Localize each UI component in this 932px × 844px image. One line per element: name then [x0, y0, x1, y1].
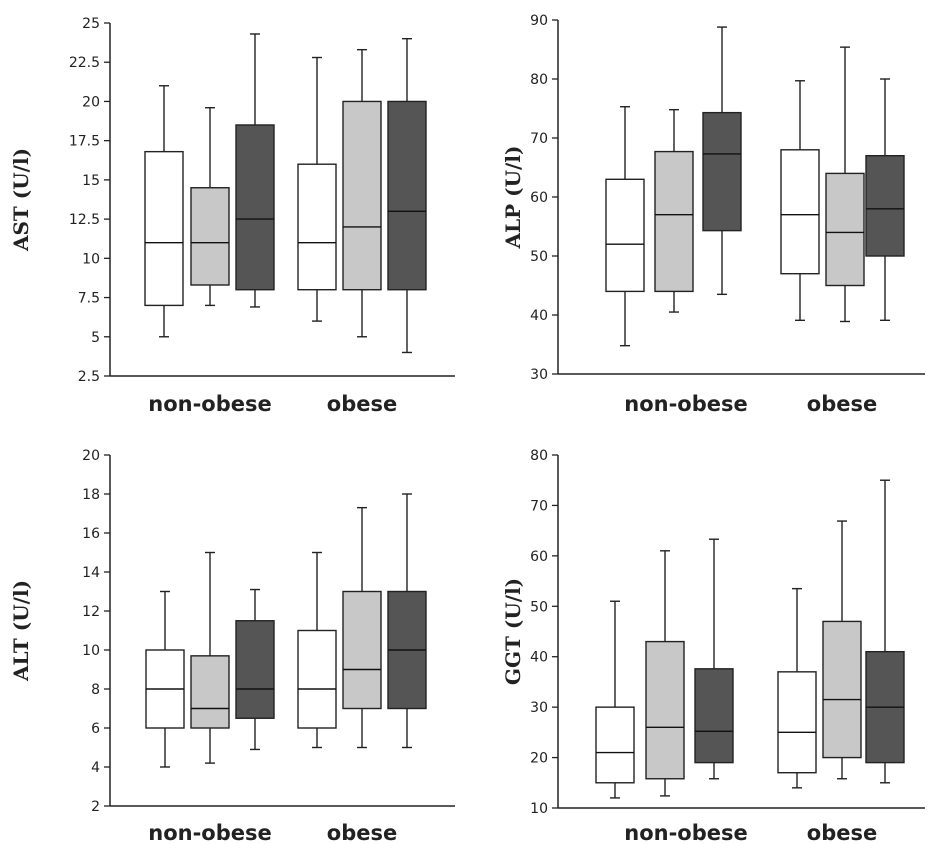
chart-panel-2: 30 40 50 60 70 80 90 ALP (U/l) non-obese obese — [501, 13, 925, 416]
box-iqr — [144, 150, 184, 307]
category-label-non-obese: non-obese — [624, 392, 748, 416]
chart-panel-3: 2 4 6 8 10 12 14 16 18 20 ALT (U/l) non-obese obese — [9, 448, 455, 844]
y-tick-label: 60 — [530, 190, 548, 206]
y-tick-label: 70 — [530, 498, 548, 514]
box-obese-2 — [342, 48, 382, 338]
y-tick-label: 5 — [91, 330, 100, 346]
y-tick-label: 2.5 — [78, 369, 100, 385]
box-obese-1 — [297, 56, 337, 322]
box-iqr — [605, 178, 645, 293]
y-tick-label: 8 — [91, 682, 100, 698]
box-obese-3 — [865, 78, 905, 322]
y-tick-label: 80 — [530, 72, 548, 88]
box-non-obese-2 — [645, 550, 685, 797]
box-obese-3 — [387, 37, 427, 354]
y-tick-label: 10 — [82, 643, 100, 659]
box-iqr — [297, 629, 337, 729]
box-iqr — [694, 668, 734, 764]
y-tick-label: 60 — [530, 549, 548, 565]
y-tick-label: 25 — [82, 16, 100, 32]
box-iqr — [190, 655, 230, 729]
box-iqr — [702, 111, 742, 232]
box-iqr — [387, 100, 427, 291]
box-obese-1 — [777, 587, 817, 789]
y-tick-label: 50 — [530, 249, 548, 265]
y-tick-label: 12.5 — [69, 212, 100, 228]
chart-panel-4: 10 20 30 40 50 60 70 80 GGT (U/l) non-obese obese — [501, 448, 925, 844]
box-iqr — [822, 620, 862, 759]
category-label-non-obese: non-obese — [148, 392, 272, 416]
box-non-obese-2 — [190, 107, 230, 307]
box-non-obese-3 — [235, 33, 275, 308]
y-tick-label: 2 — [91, 799, 100, 815]
y-tick-label: 6 — [91, 721, 100, 737]
box-iqr — [235, 124, 275, 291]
box-iqr — [645, 640, 685, 780]
y-tick-label: 18 — [82, 487, 100, 503]
box-non-obese-2 — [654, 108, 694, 313]
y-tick-label: 10 — [82, 251, 100, 267]
box-iqr — [595, 706, 635, 784]
y-axis-label: ALP (U/l) — [501, 146, 525, 250]
y-tick-label: 80 — [530, 448, 548, 464]
y-tick-label: 40 — [530, 650, 548, 666]
box-non-obese-3 — [235, 588, 275, 751]
box-non-obese-3 — [702, 26, 742, 296]
box-iqr — [780, 149, 820, 275]
y-tick-label: 30 — [530, 700, 548, 716]
box-non-obese-1 — [595, 600, 635, 799]
box-non-obese-1 — [144, 85, 184, 338]
box-obese-1 — [297, 551, 337, 749]
y-tick-label: 12 — [82, 604, 100, 620]
box-iqr — [342, 100, 382, 291]
y-tick-label: 4 — [91, 760, 100, 776]
category-label-non-obese: non-obese — [148, 821, 272, 844]
category-label-obese: obese — [327, 392, 397, 416]
box-non-obese-1 — [605, 106, 645, 347]
y-tick-label: 16 — [82, 526, 100, 542]
box-iqr — [342, 590, 382, 710]
y-tick-label: 15 — [82, 173, 100, 189]
box-iqr — [297, 163, 337, 291]
y-tick-label: 40 — [530, 308, 548, 324]
y-tick-label: 50 — [530, 599, 548, 615]
category-label-obese: obese — [327, 821, 397, 844]
box-iqr — [235, 620, 275, 719]
box-iqr — [777, 671, 817, 774]
y-tick-label: 14 — [82, 565, 100, 581]
y-tick-label: 10 — [530, 801, 548, 817]
box-obese-3 — [387, 493, 427, 749]
y-tick-label: 17.5 — [69, 134, 100, 150]
category-label-obese: obese — [807, 821, 877, 844]
y-tick-label: 30 — [530, 367, 548, 383]
box-iqr — [865, 154, 905, 257]
box-non-obese-3 — [694, 538, 734, 780]
box-non-obese-2 — [190, 551, 230, 764]
box-obese-2 — [822, 520, 862, 780]
box-obese-3 — [865, 479, 905, 784]
y-tick-label: 22.5 — [69, 55, 100, 71]
y-tick-label: 70 — [530, 131, 548, 147]
box-obese-1 — [780, 80, 820, 322]
chart-panel-1: 2.5 5 7.5 10 12.5 15 17.5 20 22.5 25 AST (U/l) non-… — [9, 16, 455, 416]
y-tick-label: 20 — [82, 448, 100, 464]
box-iqr — [825, 172, 865, 287]
y-axis-label: AST (U/l) — [9, 148, 33, 252]
box-obese-2 — [342, 506, 382, 749]
category-label-non-obese: non-obese — [624, 821, 748, 844]
box-iqr — [654, 150, 694, 293]
y-tick-label: 20 — [82, 94, 100, 110]
category-label-obese: obese — [807, 392, 877, 416]
box-obese-2 — [825, 46, 865, 323]
y-axis-label: ALT (U/l) — [9, 580, 33, 682]
y-tick-label: 90 — [530, 13, 548, 29]
y-axis-label: GGT (U/l) — [501, 578, 525, 685]
y-tick-label: 20 — [530, 751, 548, 767]
box-iqr — [190, 187, 230, 286]
y-tick-label: 7.5 — [78, 291, 100, 307]
box-non-obese-1 — [145, 590, 185, 768]
